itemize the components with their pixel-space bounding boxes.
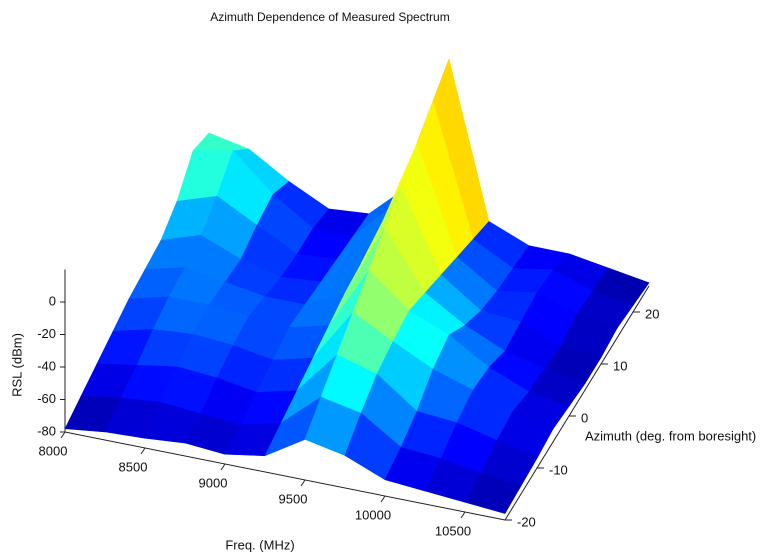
y-tick-label: -20 <box>517 514 536 529</box>
x-tick <box>460 511 466 519</box>
chart-title: Azimuth Dependence of Measured Spectrum <box>210 10 449 24</box>
x-tick-label: 10000 <box>355 507 391 522</box>
x-tick <box>60 431 66 439</box>
x-tick-label: 8000 <box>39 443 68 458</box>
x-axis-label: Freq. (MHz) <box>225 537 294 552</box>
y-tick-label: 20 <box>645 306 659 321</box>
z-tick-label: -20 <box>37 326 56 341</box>
x-tick-label: 9500 <box>279 491 308 506</box>
z-axis-label: RSL (dBm) <box>9 333 24 397</box>
z-tick-label: -80 <box>37 423 56 438</box>
y-axis <box>504 285 650 521</box>
y-tick-label: -10 <box>549 462 568 477</box>
y-axis-label: Azimuth (deg. from boresight) <box>585 428 756 443</box>
x-tick <box>220 463 226 471</box>
x-tick <box>380 495 386 503</box>
x-tick-label: 9000 <box>199 475 228 490</box>
z-tick-label: -40 <box>37 358 56 373</box>
x-axis <box>64 431 506 521</box>
x-tick <box>300 479 306 487</box>
x-tick-label: 10500 <box>435 523 471 538</box>
y-tick-label: 10 <box>613 358 627 373</box>
y-tick-label: 0 <box>581 410 588 425</box>
z-tick-label: -60 <box>37 391 56 406</box>
surface-cell <box>192 132 250 152</box>
x-tick <box>140 447 146 455</box>
z-tick-label: 0 <box>49 293 56 308</box>
surface-cell <box>464 472 522 514</box>
x-tick-label: 8500 <box>119 459 148 474</box>
